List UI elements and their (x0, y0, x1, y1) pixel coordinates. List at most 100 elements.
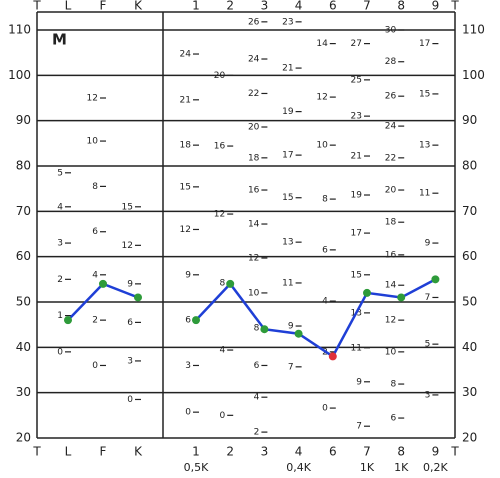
raw-score-label: 30 (385, 26, 397, 36)
raw-score-label: 0 (127, 395, 133, 405)
y-tick-label: 30 (16, 385, 31, 399)
x-tick-label: F (100, 0, 107, 13)
data-point (431, 275, 440, 284)
x-tick-label: 6 (329, 0, 337, 13)
raw-score-label: 26 (385, 92, 397, 102)
x-tick-label: 8 (397, 0, 405, 13)
x-sublabel: 1K (394, 461, 409, 474)
raw-score-label: 17 (351, 229, 362, 239)
data-point (260, 325, 269, 334)
raw-score-label: 12 (385, 316, 396, 326)
x-tick-label: 7 (363, 445, 371, 459)
edge-label: T (32, 445, 41, 459)
raw-score-label: 21 (351, 152, 362, 162)
x-sublabel: 1K (360, 461, 375, 474)
raw-score-label: 17 (419, 39, 430, 49)
raw-score-label: 16 (385, 250, 397, 260)
raw-score-label: 19 (282, 107, 294, 117)
raw-score-label: 8 (390, 380, 396, 390)
raw-score-label: 12 (122, 241, 133, 251)
raw-score-label: 0 (322, 404, 328, 414)
y-tick-label: 110 (8, 23, 31, 37)
raw-score-label: 19 (351, 191, 363, 201)
raw-score-label: 28 (385, 57, 397, 67)
x-tick-label: 4 (295, 445, 303, 459)
raw-score-label: 1 (57, 311, 63, 321)
data-point (134, 293, 142, 302)
x-tick-label: 1 (192, 0, 200, 13)
raw-score-label: 21 (180, 95, 191, 105)
raw-score-label: 3 (57, 239, 63, 249)
data-point (64, 316, 72, 325)
raw-score-label: 17 (282, 151, 293, 161)
data-point (294, 329, 303, 338)
raw-score-label: 5 (425, 340, 431, 350)
series-line (195, 278, 436, 359)
raw-score-label: 6 (254, 361, 260, 371)
raw-score-label: 22 (248, 89, 259, 99)
y-tick-label: 90 (462, 113, 477, 127)
raw-score-label: 18 (385, 218, 397, 228)
raw-score-label: 3 (425, 390, 431, 400)
raw-score-label: 20 (385, 186, 397, 196)
edge-label: T (32, 0, 41, 13)
raw-score-label: 23 (351, 112, 362, 122)
x-tick-label: L (65, 445, 72, 459)
raw-score-label: 8 (254, 323, 260, 333)
raw-score-label: 12 (87, 94, 98, 104)
raw-score-label: 14 (248, 220, 260, 230)
raw-score-label: 6 (92, 227, 98, 237)
y-tick-label: 40 (16, 340, 31, 354)
raw-score-label: 13 (282, 238, 293, 248)
raw-score-label: 9 (127, 279, 133, 289)
raw-score-label: 4 (92, 270, 98, 280)
raw-score-label: 22 (385, 153, 396, 163)
raw-score-label: 13 (419, 141, 430, 151)
raw-score-label: 0 (185, 408, 191, 418)
raw-score-label: 8 (322, 195, 328, 205)
y-tick-label: 50 (462, 295, 477, 309)
raw-score-label: 4 (57, 202, 63, 212)
raw-score-label: 9 (185, 270, 191, 280)
raw-score-label: 2 (57, 275, 63, 285)
x-tick-label: L (65, 0, 72, 13)
x-tick-label: 2 (226, 445, 234, 459)
raw-score-label: 12 (248, 254, 259, 264)
raw-score-label: 27 (351, 39, 362, 49)
x-tick-label: 7 (363, 0, 371, 13)
x-tick-label: K (134, 0, 143, 13)
raw-score-label: 9 (425, 239, 431, 249)
x-tick-label: 2 (226, 0, 234, 13)
raw-score-label: 18 (248, 153, 260, 163)
raw-score-label: 15 (419, 89, 430, 99)
raw-score-label: 10 (248, 288, 260, 298)
raw-score-label: 2 (254, 428, 260, 438)
y-tick-label: 30 (462, 385, 477, 399)
panel-label: M (52, 31, 67, 49)
y-tick-label: 60 (16, 249, 31, 263)
raw-score-label: 3 (127, 356, 133, 366)
raw-score-label: 16 (214, 142, 226, 152)
x-tick-label: 9 (432, 0, 440, 13)
raw-score-label: 8 (92, 182, 98, 192)
raw-score-label: 15 (180, 182, 191, 192)
x-tick-label: 6 (329, 445, 337, 459)
raw-score-label: 7 (425, 293, 431, 303)
x-tick-label: 9 (432, 445, 440, 459)
y-tick-label: 20 (462, 431, 477, 445)
raw-score-label: 9 (356, 377, 362, 387)
raw-score-label: 0 (219, 411, 225, 421)
raw-score-label: 7 (288, 362, 294, 372)
y-tick-label: 60 (462, 249, 477, 263)
raw-score-label: 0 (57, 347, 63, 357)
raw-score-label: 0 (92, 361, 98, 371)
x-sublabel: 0,2K (423, 461, 448, 474)
y-tick-label: 70 (16, 204, 31, 218)
x-tick-label: 3 (261, 0, 269, 13)
x-tick-label: 8 (397, 445, 405, 459)
raw-score-label: 24 (248, 55, 260, 65)
edge-label: T (450, 445, 459, 459)
x-tick-label: F (100, 445, 107, 459)
